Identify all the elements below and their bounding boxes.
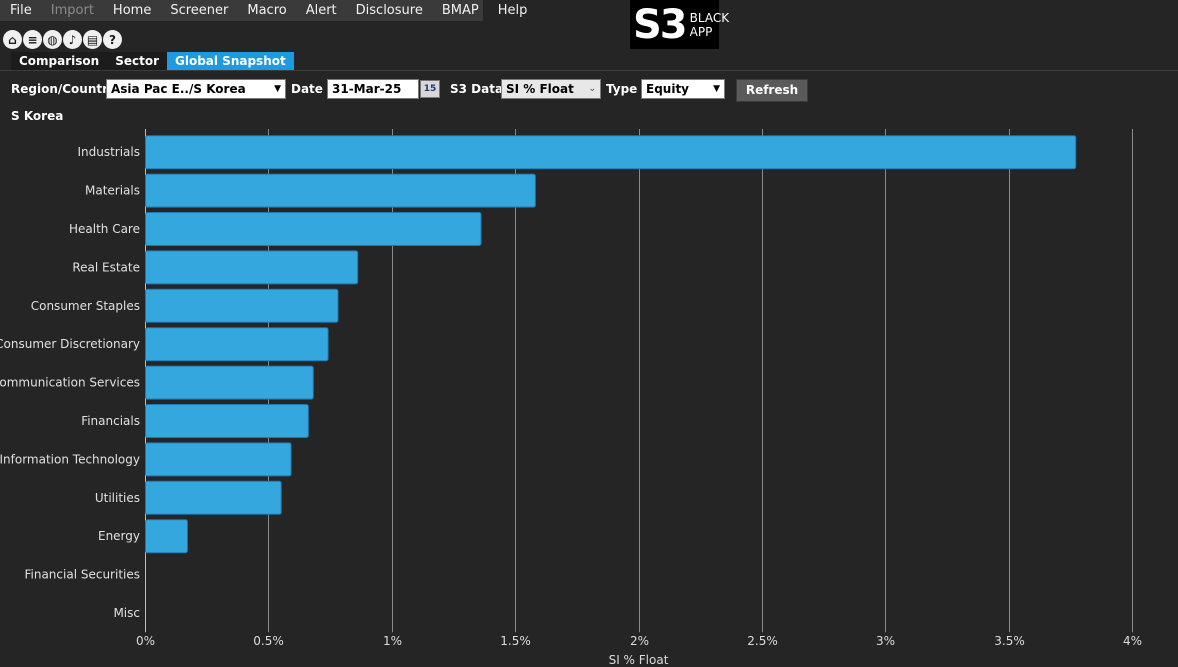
date-label: Date <box>291 82 323 96</box>
menu-item-file[interactable]: File <box>10 3 32 18</box>
help-icon[interactable]: ? <box>103 30 122 49</box>
category-label: Real Estate <box>72 260 140 274</box>
calendar-day: 15 <box>423 84 437 94</box>
x-tick-label: 3% <box>876 634 895 648</box>
globe-icon[interactable]: ◍ <box>43 30 62 49</box>
category-label: Financial Securities <box>24 568 140 582</box>
toolbar: ⌂ ≡ ◍ ♪ ▤ ? <box>3 30 122 50</box>
menu-item-home[interactable]: Home <box>112 3 152 18</box>
bar <box>145 250 359 285</box>
x-tick-label: 4% <box>1123 634 1142 648</box>
x-axis-label: SI % Float <box>609 653 669 667</box>
tab-comparison[interactable]: Comparison <box>11 52 108 70</box>
x-tick-label: 2% <box>630 634 649 648</box>
category-label: Energy <box>98 529 140 543</box>
x-tick-label: 2.5% <box>747 634 778 648</box>
type-label: Type <box>606 82 638 96</box>
bar <box>145 519 188 554</box>
category-label: Information Technology <box>0 452 140 466</box>
x-tick-label: 1% <box>383 634 402 648</box>
logo-mark: S3 <box>633 1 688 48</box>
category-label: Industrials <box>77 145 140 159</box>
region-title: S Korea <box>11 109 64 123</box>
category-label: Utilities <box>95 491 140 505</box>
category-label: Communication Services <box>0 376 140 390</box>
bar <box>145 404 309 438</box>
menu-item-macro[interactable]: Macro <box>247 3 287 18</box>
category-label: Health Care <box>69 222 140 236</box>
region-value: Asia Pac E../S Korea <box>111 82 246 96</box>
date-input[interactable]: 31-Mar-25 <box>327 79 419 99</box>
bell-icon[interactable]: ♪ <box>63 30 82 49</box>
bar <box>145 365 314 400</box>
logo-text: BLACK APP <box>689 10 730 39</box>
report-icon[interactable]: ▤ <box>83 30 102 49</box>
bar <box>145 327 329 362</box>
bar <box>145 173 536 208</box>
region-label: Region/Country <box>11 82 116 96</box>
bar-chart: 0% 0.5% 1% 1.5% 2% 2.5% 3% 3.5% 4% Industrials Mat… <box>0 129 1142 667</box>
date-value: 31-Mar-25 <box>332 82 402 96</box>
menu-item-alert[interactable]: Alert <box>305 3 337 18</box>
tab-global-snapshot[interactable]: Global Snapshot <box>167 52 294 70</box>
menu-bar: File Import Home Screener Macro Alert Disclosu… <box>0 0 527 21</box>
chevron-down-icon: ⌄ <box>588 84 596 94</box>
x-tick-label: 3.5% <box>994 634 1025 648</box>
x-tick-label: 0.5% <box>253 634 284 648</box>
category-label: Misc <box>113 606 140 620</box>
s3data-label: S3 Data <box>450 82 504 96</box>
tab-bar: Comparison Sector Global Snapshot <box>11 52 294 70</box>
list-icon[interactable]: ≡ <box>23 30 42 49</box>
type-select[interactable]: Equity ▼ <box>641 79 725 99</box>
calendar-icon[interactable]: 15 <box>420 80 440 98</box>
menu-item-import[interactable]: Import <box>50 3 94 18</box>
refresh-button[interactable]: Refresh <box>736 79 808 102</box>
home-icon[interactable]: ⌂ <box>3 30 22 49</box>
s3data-value: SI % Float <box>506 82 574 96</box>
x-tick-label: 0% <box>136 634 155 648</box>
menu-item-disclosure[interactable]: Disclosure <box>355 3 423 18</box>
bar <box>145 135 1077 170</box>
region-select[interactable]: Asia Pac E../S Korea ▼ <box>106 79 286 99</box>
tab-divider <box>0 70 1178 71</box>
category-label: Consumer Discretionary <box>0 337 140 351</box>
category-label: Materials <box>85 184 140 198</box>
menu-item-bmap[interactable]: BMAP <box>441 3 479 18</box>
app-logo: S3 BLACK APP <box>630 0 729 49</box>
bar <box>145 212 482 246</box>
chevron-down-icon: ▼ <box>713 84 720 94</box>
type-value: Equity <box>646 82 690 96</box>
bar <box>145 480 282 515</box>
menu-item-help[interactable]: Help <box>497 3 528 18</box>
menu-item-screener[interactable]: Screener <box>170 3 229 18</box>
category-label: Financials <box>81 414 140 428</box>
bar <box>145 288 339 323</box>
tab-sector[interactable]: Sector <box>107 52 167 70</box>
filter-row: Region/Country Asia Pac E../S Korea ▼ Da… <box>0 79 1178 102</box>
x-tick-label: 1.5% <box>500 634 531 648</box>
s3data-select[interactable]: SI % Float ⌄ <box>501 79 601 99</box>
bar <box>145 442 292 477</box>
chevron-down-icon: ▼ <box>274 84 281 94</box>
category-label: Consumer Staples <box>31 299 140 313</box>
